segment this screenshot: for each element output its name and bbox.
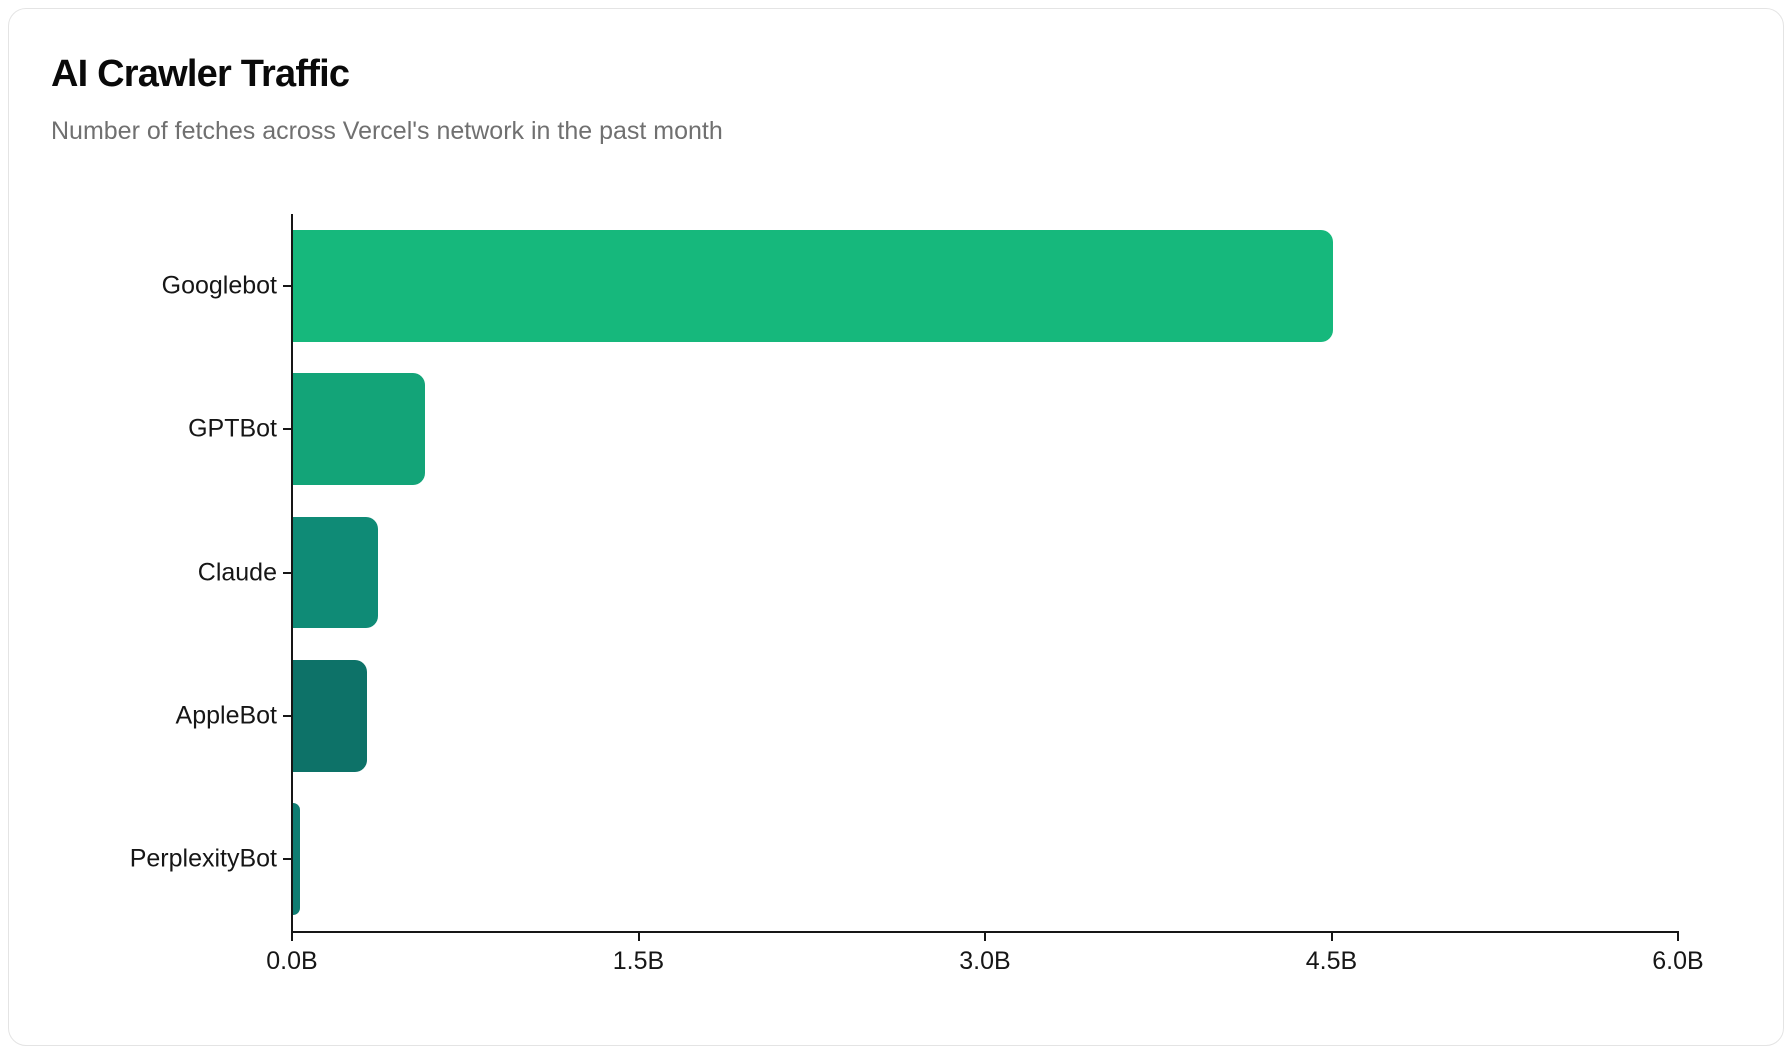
x-tick-label-0.0b: 0.0B	[266, 947, 318, 975]
x-axis-tick	[1677, 931, 1679, 941]
bar-row	[293, 501, 1679, 644]
x-axis: 0.0B 1.5B 3.0B 4.5B 6.0B	[266, 931, 1704, 1011]
category-label-gptbot: GPTBot	[188, 414, 277, 443]
plot-area: Googlebot GPTBot Claude AppleBot PerplexityB…	[130, 214, 1704, 975]
bar-perplexitybot	[293, 803, 300, 916]
x-axis-tick	[637, 931, 640, 941]
x-tick-label-4.5b: 4.5B	[1305, 947, 1358, 975]
category-label-perplexitybot: PerplexityBot	[129, 844, 277, 873]
y-axis-tick	[283, 428, 293, 431]
x-tick-label-1.5b: 1.5B	[612, 947, 665, 975]
y-axis-tick	[283, 571, 293, 574]
bar-row	[293, 214, 1679, 357]
chart-subtitle: Number of fetches across Vercel's networ…	[51, 117, 723, 145]
y-axis-tick	[283, 714, 293, 717]
bar-row	[293, 357, 1679, 500]
bar-row	[293, 644, 1679, 787]
bar-row	[293, 788, 1679, 931]
x-axis-tick	[1330, 931, 1333, 941]
x-axis-tick	[291, 931, 293, 941]
bar-googlebot	[293, 229, 1333, 342]
y-axis: Googlebot GPTBot Claude AppleBot PerplexityB…	[43, 214, 293, 931]
x-tick-label-6.0b: 6.0B	[1652, 947, 1704, 975]
y-axis-tick	[283, 858, 293, 861]
y-axis-tick	[283, 284, 293, 287]
category-label-googlebot: Googlebot	[161, 271, 277, 300]
bar-applebot	[293, 659, 367, 772]
chart-card: AI Crawler Traffic Number of fetches acr…	[8, 8, 1784, 1046]
bar-gptbot	[293, 373, 425, 485]
chart-title: AI Crawler Traffic	[51, 53, 350, 95]
bar-claude	[293, 516, 379, 629]
category-label-claude: Claude	[197, 558, 277, 586]
category-label-applebot: AppleBot	[175, 701, 277, 730]
x-tick-label-3.0b: 3.0B	[959, 947, 1011, 975]
x-axis-tick	[984, 931, 986, 941]
